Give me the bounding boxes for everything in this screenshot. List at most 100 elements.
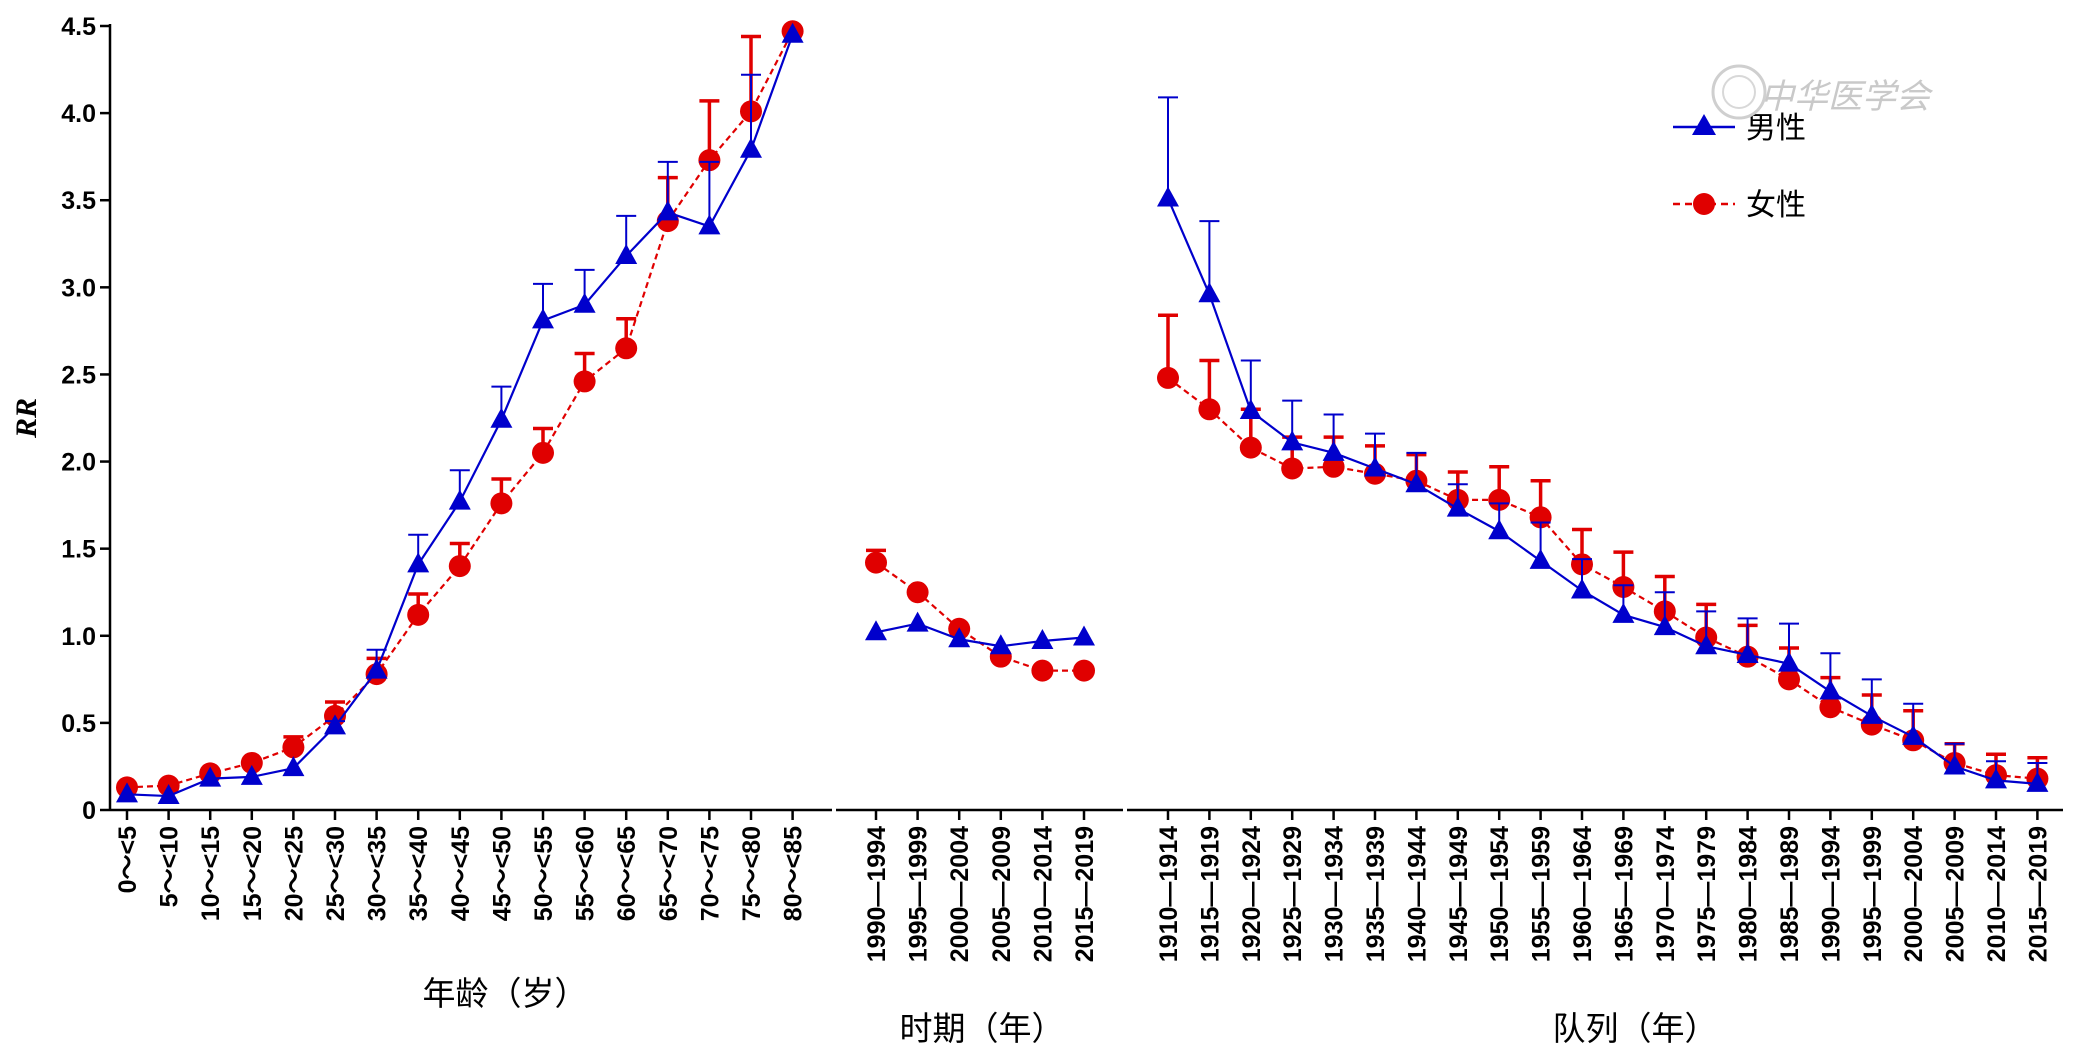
x-tick-label: 15～<20 — [239, 826, 267, 921]
x-tick-label: 1940—1944 — [1403, 826, 1431, 962]
x-tick-label: 1915—1919 — [1196, 826, 1224, 962]
data-point-male — [1985, 768, 2007, 789]
data-point-male — [490, 407, 513, 428]
y-tick-label: 0.5 — [61, 710, 96, 738]
data-point-female — [865, 551, 887, 574]
data-point-male — [906, 611, 929, 632]
data-point-male — [1819, 679, 1842, 700]
y-axis-title: RR — [10, 398, 43, 439]
data-point-male — [1860, 703, 1883, 724]
x-tick-label: 25～<30 — [322, 826, 350, 921]
data-point-male — [1073, 625, 1095, 646]
watermark-text: 中华医学会 — [1760, 77, 1934, 117]
data-point-male — [1778, 651, 1800, 672]
x-tick-label: 1945—1949 — [1445, 826, 1473, 962]
x-tick-label: 30～<35 — [364, 826, 392, 921]
data-point-male — [1198, 282, 1221, 303]
data-point-male — [615, 243, 638, 264]
data-point-female — [407, 603, 430, 626]
data-point-male — [1571, 578, 1593, 599]
x-tick-label: 10～<15 — [197, 826, 225, 921]
data-point-male — [365, 658, 388, 679]
data-point-male — [1239, 399, 1262, 420]
x-tick-label: 1925—1929 — [1279, 826, 1307, 962]
x-tick-label: 1960—1964 — [1569, 826, 1597, 962]
legend-marker-female — [1693, 193, 1715, 215]
data-point-male — [573, 292, 596, 313]
data-point-male — [740, 137, 762, 158]
legend-marker-male — [1692, 114, 1716, 135]
x-tick-label: 1965—1969 — [1610, 826, 1638, 962]
data-point-female — [1281, 457, 1304, 480]
series-line-female — [126, 30, 794, 789]
data-point-female — [1198, 398, 1221, 421]
x-tick-label: 1995—1999 — [905, 826, 933, 962]
data-point-female — [1031, 659, 1054, 682]
data-point-male — [1446, 496, 1469, 517]
data-point-male — [407, 552, 430, 573]
data-point-male — [1736, 642, 1759, 663]
series-line-female — [875, 561, 1084, 672]
x-tick-label: 80～<85 — [780, 826, 808, 921]
data-point-male — [989, 634, 1012, 655]
data-point-male — [199, 766, 222, 787]
x-tick-label: 35～<40 — [405, 826, 433, 921]
data-point-male — [698, 214, 721, 235]
data-point-female — [240, 751, 263, 774]
y-tick-label: 1.0 — [61, 623, 96, 651]
x-tick-label: 2015—2019 — [1071, 826, 1099, 962]
legend-label-female: 女性 — [1746, 188, 1806, 223]
data-point-female — [282, 736, 305, 759]
data-point-male — [324, 714, 346, 735]
x-tick-label: 1990—1994 — [1817, 826, 1845, 962]
x-tick-label: 0～<5 — [114, 826, 142, 894]
chart-marks — [116, 20, 2049, 805]
data-point-male — [948, 627, 971, 648]
x-axis-title-period: 时期（年） — [900, 1009, 1065, 1048]
x-tick-label: 55～<60 — [572, 826, 600, 921]
x-axis-title-age: 年龄（岁） — [423, 974, 588, 1013]
series-line-female — [1167, 377, 2038, 780]
data-point-male — [1364, 456, 1386, 477]
data-point-male — [1322, 440, 1345, 461]
data-point-female — [1488, 488, 1511, 511]
series-line-male — [1166, 198, 2038, 785]
y-tick-label: 2.0 — [61, 449, 96, 477]
y-tick-label: 1.5 — [61, 536, 96, 564]
x-tick-label: 1975—1979 — [1693, 826, 1721, 962]
data-point-male — [282, 756, 305, 777]
y-tick-label: 4.0 — [61, 100, 96, 128]
data-point-male — [1405, 472, 1428, 493]
x-tick-label: 75～<80 — [738, 826, 766, 921]
x-tick-label: 1970—1974 — [1652, 826, 1680, 962]
data-point-male — [1488, 519, 1511, 540]
data-point-female — [573, 370, 596, 393]
x-tick-label: 1955—1959 — [1528, 826, 1556, 962]
data-point-female — [448, 555, 471, 578]
x-tick-label: 1950—1954 — [1486, 826, 1514, 962]
data-point-female — [1322, 455, 1345, 478]
x-tick-label: 50～<55 — [530, 826, 558, 921]
data-point-female — [1819, 696, 1842, 719]
data-point-male — [1653, 615, 1676, 636]
axes: 0 0.5 1.0 1.5 2.0 2.5 3.0 3.5 4.0 4.5 RR 0～<5 5～<10 1… — [10, 13, 2063, 1048]
x-tick-label: 1995—1999 — [1859, 826, 1887, 962]
data-point-male — [1902, 724, 1925, 745]
data-point-female — [490, 492, 513, 515]
x-tick-label: 1930—1934 — [1321, 826, 1349, 962]
data-point-female — [532, 441, 554, 464]
data-point-male — [157, 784, 180, 805]
data-point-male — [1612, 602, 1635, 623]
x-tick-label: 60～<65 — [613, 826, 641, 921]
y-tick-label: 3.5 — [61, 187, 96, 215]
x-tick-label: 2005—2009 — [988, 826, 1016, 962]
x-tick-label: 5～<10 — [156, 826, 184, 907]
data-point-male — [1695, 634, 1718, 655]
x-tick-label: 1980—1984 — [1735, 826, 1763, 962]
data-point-male — [1943, 754, 1966, 775]
x-tick-label: 40～<45 — [447, 826, 475, 921]
data-point-female — [906, 581, 929, 604]
watermark-seal-icon — [1711, 64, 1767, 120]
data-point-male — [865, 620, 887, 641]
